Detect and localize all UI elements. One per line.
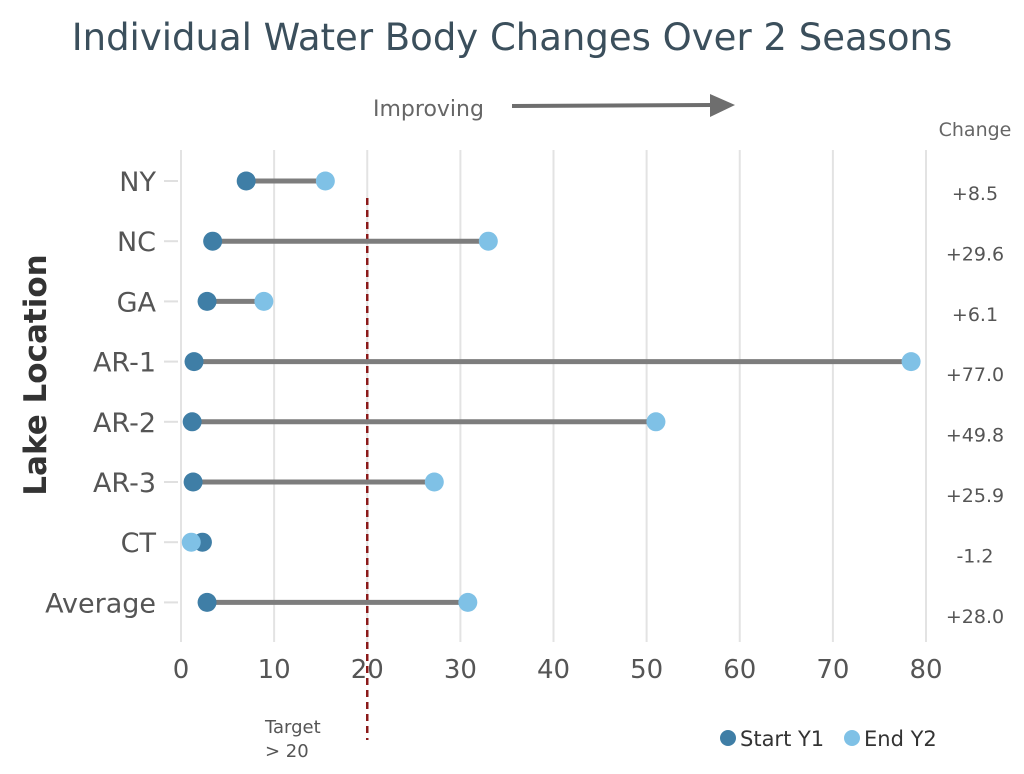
change-value: +29.6 (946, 243, 1004, 265)
x-tick-label: 40 (537, 655, 570, 685)
change-value: -1.2 (956, 545, 993, 567)
start-point (203, 231, 223, 251)
change-value: +6.1 (952, 304, 998, 326)
row-ny: NY (119, 167, 335, 198)
legend-marker-end (844, 730, 860, 746)
y-axis-label: Lake Location (18, 254, 54, 495)
improving-arrow-icon (710, 94, 735, 117)
end-point (458, 592, 478, 612)
end-point (315, 171, 335, 191)
change-value: +8.5 (952, 183, 998, 205)
x-tick-label: 70 (816, 655, 849, 685)
end-point (478, 231, 498, 251)
category-label: NC (117, 227, 156, 258)
change-header: Change (939, 119, 1012, 141)
row-nc: NC (117, 227, 498, 258)
start-point (182, 412, 202, 432)
legend-label-end: End Y2 (864, 727, 937, 751)
category-label: AR-2 (93, 408, 156, 439)
end-point (424, 472, 444, 492)
category-label: AR-3 (93, 468, 156, 499)
change-value: +28.0 (946, 606, 1004, 628)
start-point (236, 171, 256, 191)
gridlines (180, 150, 927, 642)
end-point (646, 412, 666, 432)
improving-arrow-shaft (511, 103, 713, 108)
x-tick-label: 0 (173, 655, 190, 685)
category-label: GA (117, 287, 157, 318)
x-tick-label: 80 (909, 655, 942, 685)
target-label-line1: Target (264, 717, 321, 738)
legend: Start Y1 End Y2 (720, 727, 937, 751)
category-label: CT (121, 528, 157, 559)
category-label: NY (119, 167, 156, 198)
row-ar-3: AR-3 (93, 468, 444, 499)
row-ar-1: AR-1 (93, 348, 921, 379)
x-tick-label: 60 (723, 655, 756, 685)
x-tick-label: 10 (258, 655, 291, 685)
end-point (901, 352, 921, 372)
category-label: Average (45, 588, 156, 619)
start-point (183, 472, 203, 492)
row-ct: CT (121, 528, 212, 559)
x-tick-label: 30 (444, 655, 477, 685)
legend-marker-start (720, 730, 736, 746)
x-axis-ticks: 0 10 20 30 40 50 60 70 80 (173, 655, 943, 685)
row-ga: GA (117, 287, 274, 318)
target-line-group: Target > 20 (264, 198, 369, 762)
start-point (184, 352, 204, 372)
change-value: +77.0 (946, 364, 1004, 386)
change-value: +49.8 (946, 425, 1004, 447)
target-label-line2: > 20 (265, 741, 309, 762)
start-point (197, 291, 217, 311)
end-point (181, 532, 201, 552)
improving-annotation: Improving (373, 94, 735, 122)
improving-label: Improving (373, 97, 484, 122)
x-tick-label: 50 (630, 655, 663, 685)
end-point (254, 291, 274, 311)
chart-rows: NY NC GA AR-1 AR-2 AR-3 CT Average (45, 167, 921, 619)
start-point (197, 592, 217, 612)
row-ar-2: AR-2 (93, 408, 666, 439)
category-label: AR-1 (93, 348, 156, 379)
change-value: +25.9 (946, 485, 1004, 507)
row-average: Average (45, 588, 478, 619)
legend-label-start: Start Y1 (740, 727, 824, 751)
change-values: +8.5 +29.6 +6.1 +77.0 +49.8 +25.9 -1.2 +28.0 (946, 183, 1004, 628)
chart-title: Individual Water Body Changes Over 2 Sea… (72, 16, 953, 59)
